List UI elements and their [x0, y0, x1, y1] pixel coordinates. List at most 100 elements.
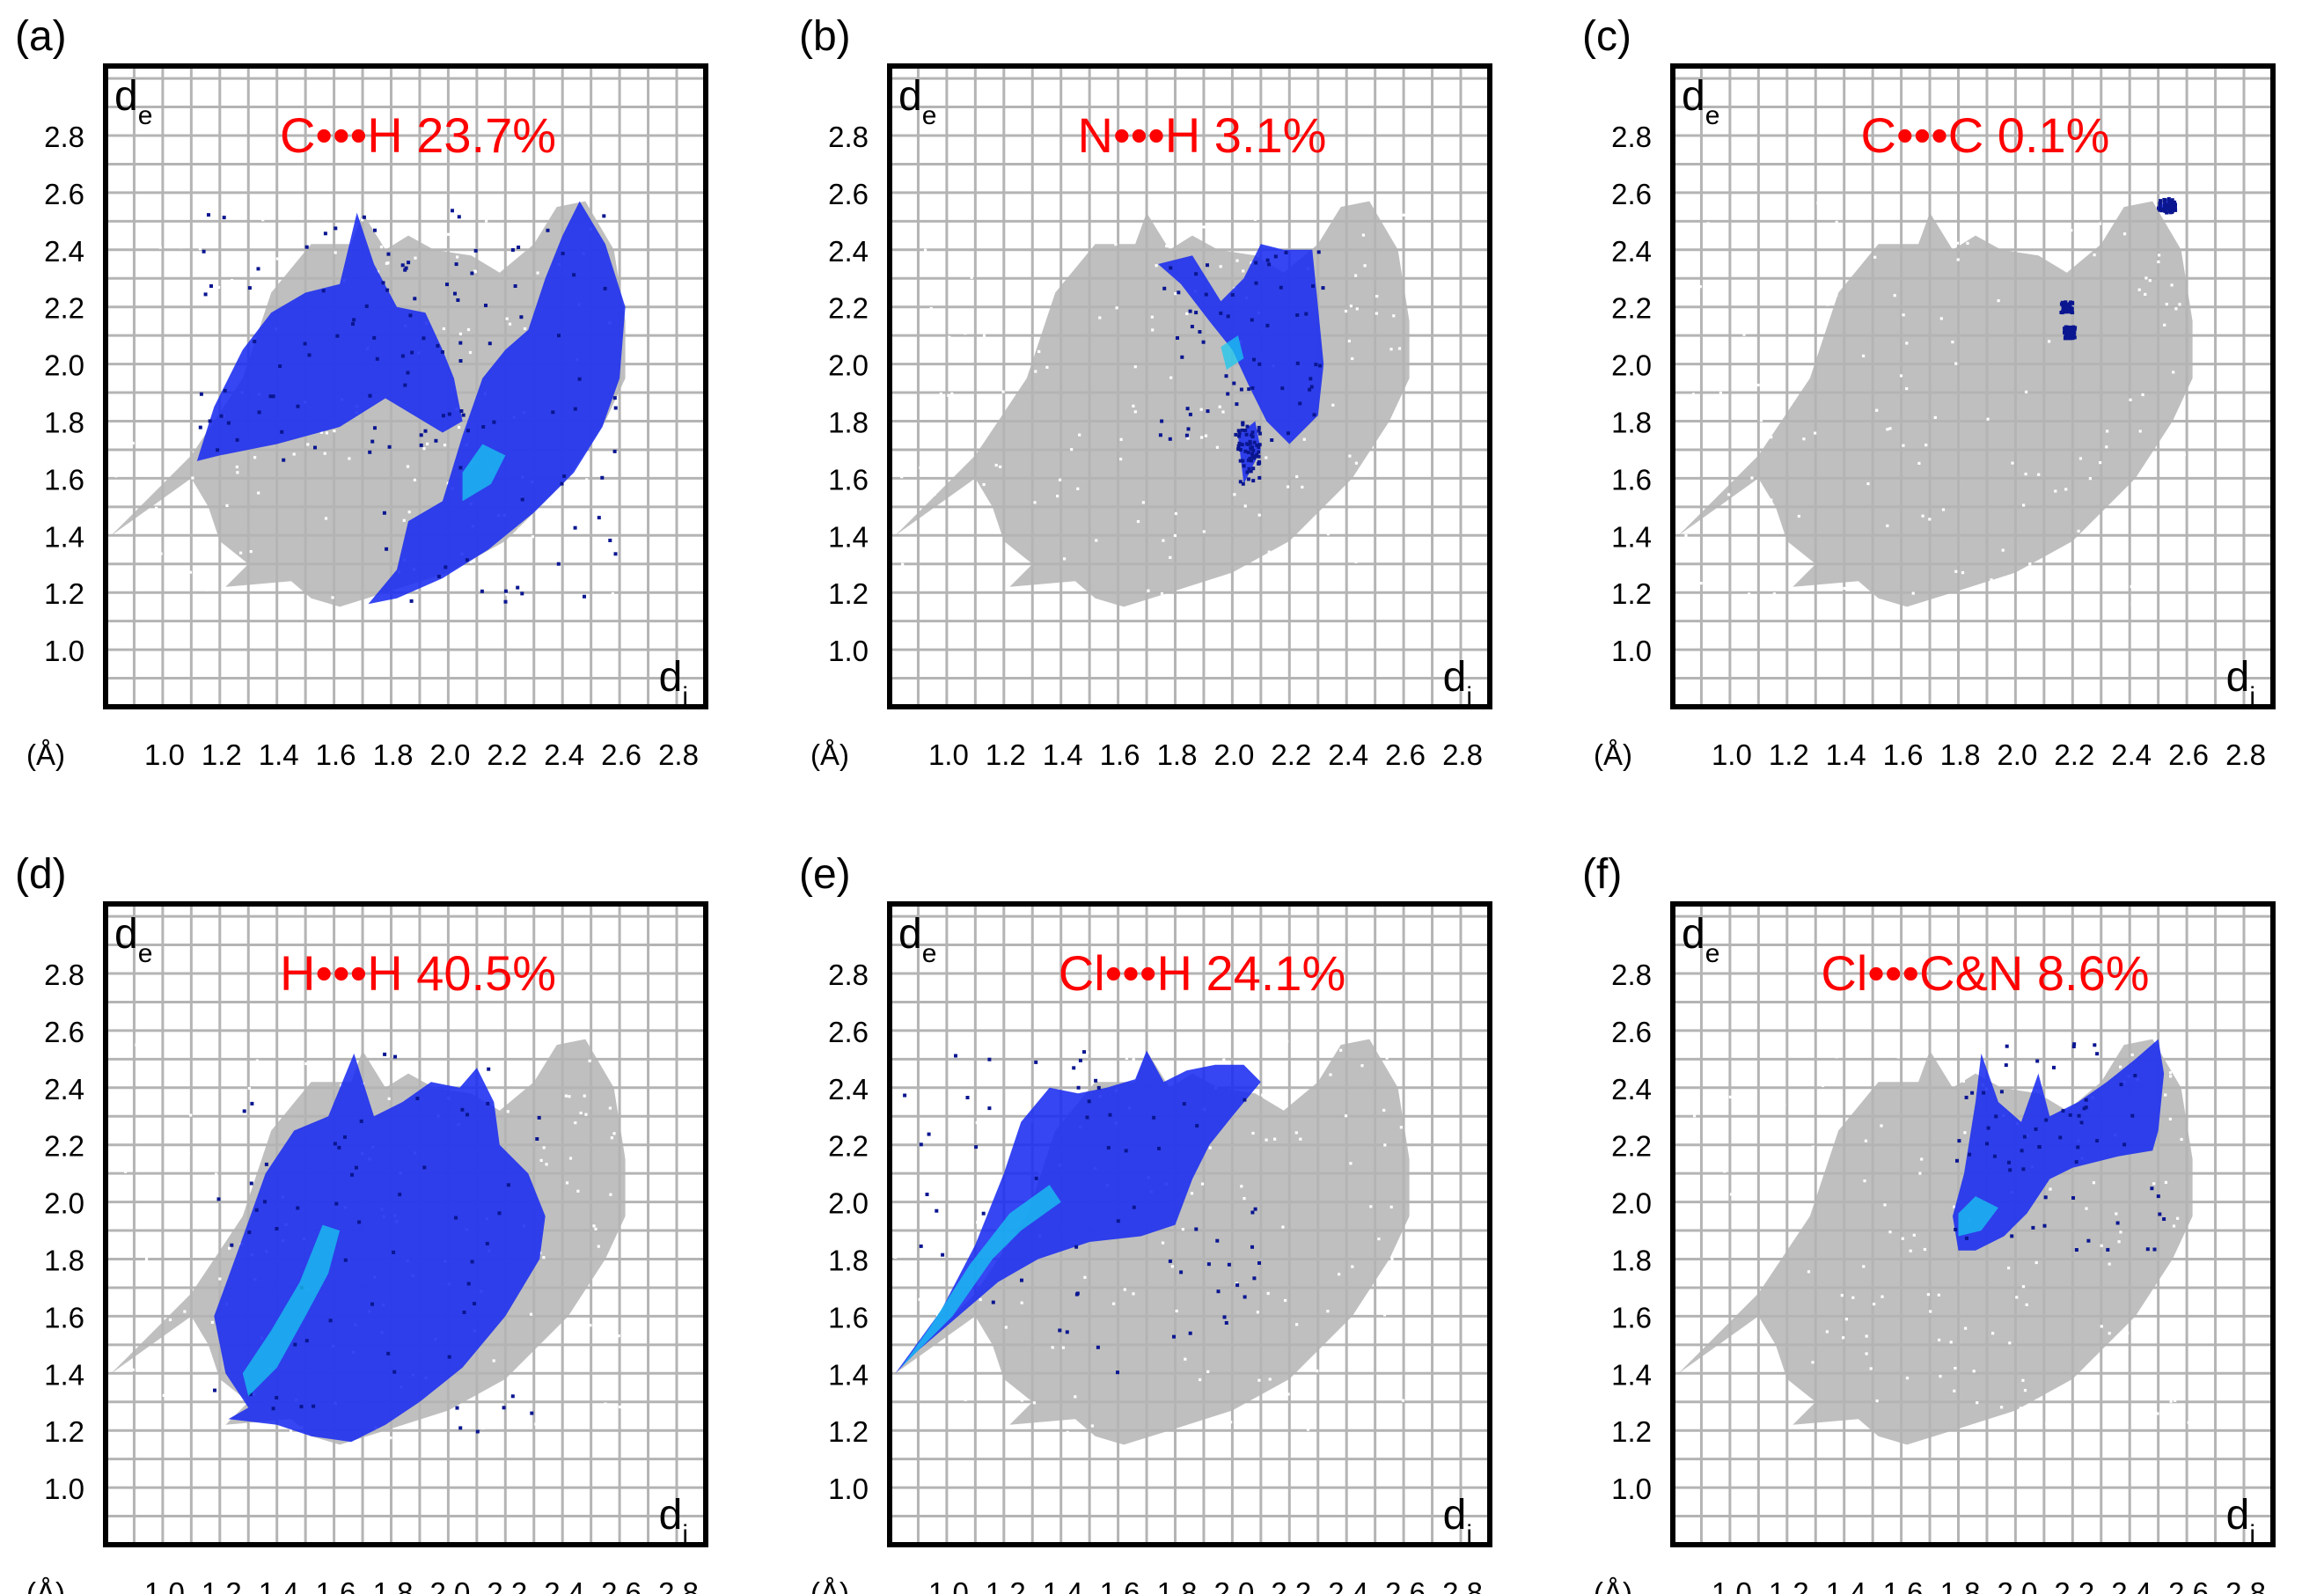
contact-highlight-point: [1257, 1261, 1261, 1265]
contact-highlight-point: [941, 1252, 945, 1257]
fingerprint-background-gap: [982, 334, 986, 337]
contact-highlight-point: [2071, 300, 2074, 305]
fingerprint-background-gap: [1800, 1219, 1804, 1223]
fingerprint-background-gap: [2147, 488, 2151, 492]
contact-highlight-point: [400, 354, 405, 358]
fingerprint-background-gap: [611, 592, 614, 596]
contact-highlight-point: [1157, 1146, 1161, 1150]
fingerprint-background-gap: [153, 1098, 157, 1101]
panel-label: (d): [15, 851, 67, 898]
fingerprint-background-gap: [1270, 605, 1273, 608]
fingerprint-background-gap: [1268, 1377, 1272, 1381]
fingerprint-background-gap: [1921, 514, 1924, 518]
fingerprint-background-gap: [1826, 1053, 1829, 1056]
y-tick-label: 2.6: [1611, 1016, 1652, 1048]
fingerprint-background-gap: [1851, 1296, 1855, 1299]
y-tick-label: 1.4: [44, 1358, 84, 1391]
contact-highlight-point: [1257, 454, 1261, 459]
fingerprint-background-gap: [2011, 461, 2014, 465]
fingerprint-background-gap: [1375, 312, 1378, 315]
contact-highlight-point: [1257, 431, 1262, 436]
fingerprint-background-gap: [319, 430, 323, 434]
fingerprint-background-gap: [468, 350, 473, 355]
fingerprint-background-gap: [981, 325, 986, 328]
fingerprint-background-gap: [2163, 323, 2166, 327]
fingerprint-background-gap: [401, 1061, 405, 1066]
fingerprint-background-gap: [2168, 1061, 2172, 1066]
fingerprint-background-gap: [1149, 203, 1153, 207]
contact-highlight-point: [462, 1311, 466, 1314]
fingerprint-background-gap: [158, 246, 162, 249]
x-tick-label: 2.4: [1328, 1576, 1368, 1594]
x-tick-label: 2.4: [544, 1576, 584, 1594]
contact-highlight-point: [370, 1302, 374, 1306]
y-tick-label: 2.6: [44, 1016, 84, 1048]
fingerprint-background-gap: [121, 1089, 125, 1092]
contact-highlight-point: [1250, 1245, 1254, 1249]
contact-highlight-point: [447, 1355, 451, 1359]
contact-highlight-point: [1241, 459, 1245, 463]
contact-highlight-point: [413, 297, 417, 301]
contact-highlight-point: [517, 246, 521, 249]
contact-highlight-region: [196, 212, 463, 461]
fingerprint-background-gap: [1363, 264, 1367, 268]
fingerprint-background-gap: [458, 425, 461, 430]
fingerprint-background-gap: [508, 322, 512, 326]
contact-highlight-point: [2010, 1234, 2014, 1238]
fingerprint-background-gap: [982, 482, 986, 487]
fingerprint-background-gap: [2094, 1075, 2098, 1079]
contact-highlight-point: [2068, 1113, 2072, 1117]
fingerprint-background-gap: [1718, 556, 1721, 560]
contact-highlight-point: [1087, 1099, 1091, 1104]
fingerprint-background-gap: [443, 1065, 446, 1069]
fingerprint-background-gap: [2144, 276, 2148, 280]
fingerprint-background-gap: [1888, 427, 1892, 430]
fingerprint-background-gap: [228, 1246, 231, 1250]
fingerprint-background-gap: [612, 1352, 616, 1355]
x-tick-label: 1.0: [928, 738, 969, 771]
contact-highlight-point: [334, 1201, 339, 1206]
fingerprint-background-gap: [1207, 1424, 1211, 1429]
contact-highlight-point: [296, 1206, 300, 1210]
fingerprint-background-gap: [407, 511, 411, 514]
fingerprint-background-gap: [1170, 213, 1174, 217]
fingerprint-background-gap: [1063, 557, 1067, 561]
contact-highlight-point: [497, 1211, 502, 1216]
contact-highlight-point: [2067, 327, 2071, 331]
fingerprint-background-gap: [1728, 1095, 1732, 1098]
fingerprint-background-gap: [979, 1297, 982, 1302]
contact-highlight-point: [461, 413, 466, 417]
y-tick-label: 2.4: [44, 235, 84, 268]
x-tick-label: 2.0: [429, 1576, 470, 1594]
contact-highlight-point: [466, 429, 470, 433]
fingerprint-background-gap: [1243, 1197, 1246, 1201]
fingerprint-background-gap: [2007, 1267, 2011, 1270]
fingerprint-background-gap: [1719, 454, 1724, 458]
fingerprint-background-gap: [1684, 533, 1688, 538]
contact-highlight-point: [1249, 446, 1253, 451]
contact-highlight-point: [1232, 381, 1236, 386]
fingerprint-background-gap: [1770, 498, 1773, 502]
fingerprint-background-gap: [1125, 1056, 1128, 1060]
contact-highlight-point: [422, 1165, 427, 1170]
fingerprint-background-gap: [120, 1324, 123, 1328]
x-tick-label: 1.6: [1883, 738, 1924, 771]
fingerprint-background-gap: [2048, 340, 2051, 343]
fingerprint-background-gap: [1169, 376, 1173, 379]
fingerprint-background-gap: [1133, 410, 1137, 414]
fingerprint-background-gap: [907, 367, 911, 371]
fingerprint-background-gap: [2180, 1137, 2183, 1142]
fingerprint-background-gap: [247, 1086, 251, 1091]
fingerprint-background-gap: [2172, 371, 2175, 374]
fingerprint-background-gap: [1155, 264, 1158, 268]
fingerprint-background-gap: [1825, 1330, 1829, 1333]
plot-area: [111, 201, 626, 607]
fingerprint-background-gap: [594, 1227, 597, 1230]
contact-highlight-point: [2004, 1063, 2008, 1068]
contact-highlight-point: [408, 313, 413, 318]
contact-highlight-point: [2037, 1145, 2042, 1149]
contact-highlight-point: [333, 1142, 337, 1146]
contact-highlight-point: [470, 271, 474, 275]
fingerprint-background-gap: [1169, 555, 1172, 559]
contact-highlight-point: [1237, 434, 1242, 438]
